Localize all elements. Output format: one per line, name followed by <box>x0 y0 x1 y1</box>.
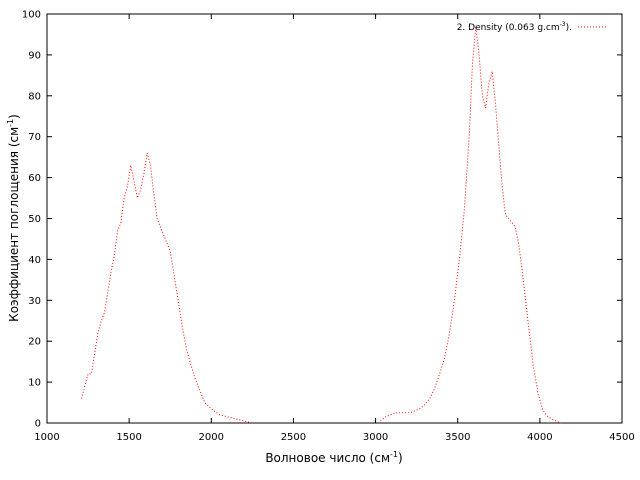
axis-ticks: 1000 1500 2000 2500 3000 3500 4000 4500 0 10 20 30 4… <box>22 10 635 444</box>
y-tick-label: 10 <box>28 378 41 389</box>
y-tick-label: 90 <box>28 50 41 61</box>
x-tick-label: 1000 <box>34 432 59 443</box>
y-tick-label: 20 <box>28 337 41 348</box>
plot-frame <box>46 13 623 424</box>
y-tick-label: 100 <box>22 10 41 21</box>
y-tick-label: 60 <box>28 173 41 184</box>
x-axis-title: Волновое число (см-1) <box>265 450 402 465</box>
legend-label: 2. Density (0.063 g.cm-3). <box>457 21 572 33</box>
x-tick-label: 2500 <box>281 432 306 443</box>
legend: 2. Density (0.063 g.cm-3). <box>457 21 607 33</box>
x-tick-label: 4500 <box>609 432 634 443</box>
y-tick-label: 70 <box>28 132 41 143</box>
y-axis-title: Коэффициент поглощения (см-1) <box>6 114 21 322</box>
x-tick-label: 3500 <box>445 432 470 443</box>
y-tick-label: 50 <box>28 214 41 225</box>
x-tick-label: 2000 <box>199 432 224 443</box>
series-line-segment-0 <box>81 152 253 424</box>
x-tick-label: 1500 <box>116 432 141 443</box>
y-tick-label: 40 <box>28 255 41 266</box>
series-line-segment-1 <box>380 26 562 424</box>
series-layer <box>81 26 562 424</box>
x-tick-label: 4000 <box>527 432 552 443</box>
x-tick-label: 3000 <box>363 432 388 443</box>
y-tick-label: 80 <box>28 91 41 102</box>
y-tick-label: 30 <box>28 296 41 307</box>
y-tick-label: 0 <box>35 419 41 430</box>
